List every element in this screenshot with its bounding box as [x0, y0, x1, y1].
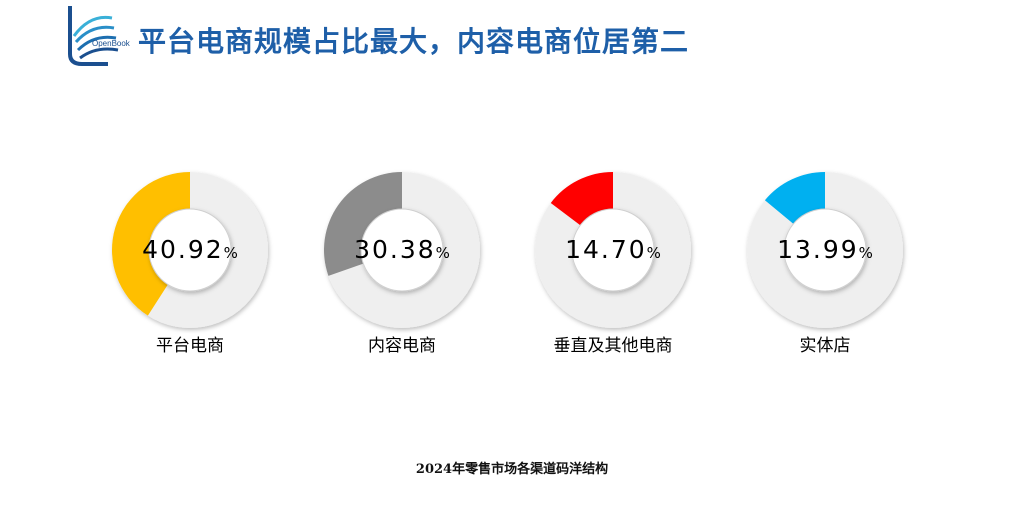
chart-caption: 2024年零售市场各渠道码洋结构 [415, 462, 609, 477]
data-label: 40.92% [105, 235, 275, 264]
donut-segment [112, 172, 190, 316]
data-label-unit: % [646, 244, 661, 262]
data-label-value: 40.92 [142, 235, 224, 264]
donut-segment [764, 172, 825, 224]
donut-svg [324, 172, 480, 328]
category-label: 内容电商 [368, 336, 436, 356]
category-label: 垂直及其他电商 [553, 336, 673, 356]
donut-chart: 14.70% [528, 165, 698, 335]
category-label: 平台电商 [156, 336, 224, 356]
donut-svg [747, 172, 903, 328]
data-label: 13.99% [740, 235, 910, 264]
donut-svg [112, 172, 268, 328]
donut-segment [324, 172, 402, 276]
data-label-value: 14.70 [565, 235, 647, 264]
data-label-value: 30.38 [354, 235, 436, 264]
donut-center [783, 208, 867, 292]
donut-svg [535, 172, 691, 328]
logo-text: OpenBook [92, 39, 130, 48]
donut-chart: 30.38% [317, 165, 487, 335]
data-label: 30.38% [317, 235, 487, 264]
data-label: 14.70% [528, 235, 698, 264]
donut-chart: 40.92% [105, 165, 275, 335]
data-label-value: 13.99 [777, 235, 859, 264]
donut-chart: 13.99% [740, 165, 910, 335]
openbook-logo: OpenBook [68, 6, 130, 66]
data-label-unit: % [858, 244, 873, 262]
data-label-unit: % [435, 244, 450, 262]
page-title: 平台电商规模占比最大，内容电商位居第二 [138, 25, 690, 58]
donut-center [148, 208, 232, 292]
donut-center [571, 208, 655, 292]
donut-center [360, 208, 444, 292]
data-label-unit: % [223, 244, 238, 262]
category-label: 实体店 [799, 336, 851, 356]
